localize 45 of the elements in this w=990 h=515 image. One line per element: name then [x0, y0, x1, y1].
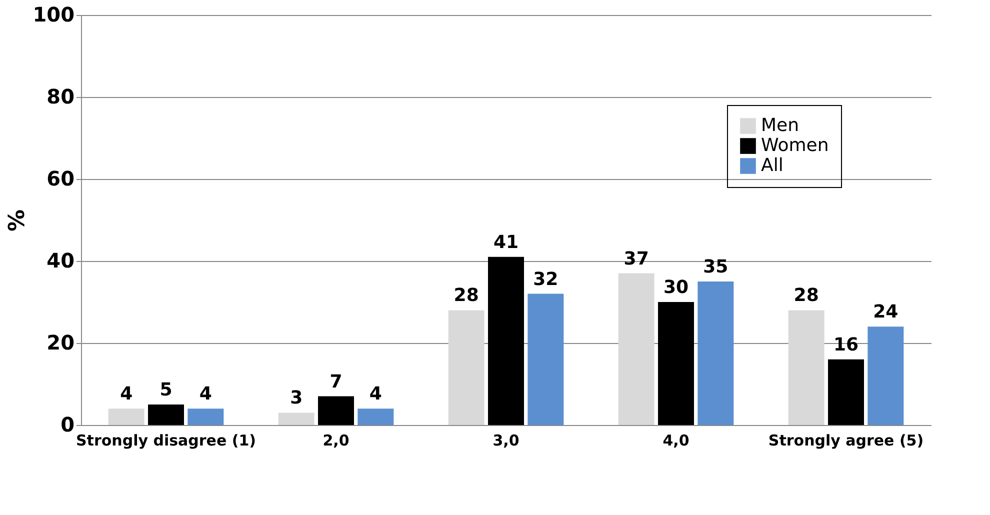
data-label: 24 — [873, 302, 898, 323]
y-tick-label: 0 — [60, 412, 74, 436]
y-tick-label: 40 — [46, 248, 74, 272]
bar — [618, 273, 654, 425]
bar — [528, 294, 564, 425]
bar — [488, 256, 524, 425]
legend-label: Men — [761, 115, 800, 136]
legend-label: All — [761, 155, 784, 176]
y-tick-label: 20 — [46, 330, 74, 354]
bar — [788, 310, 824, 425]
x-tick-label: 3,0 — [492, 432, 520, 450]
x-tick-label: Strongly disagree (1) — [76, 432, 256, 450]
legend-label: Women — [761, 135, 829, 156]
data-label: 30 — [663, 277, 689, 298]
bar — [318, 396, 354, 425]
bar — [868, 326, 904, 425]
data-label: 5 — [160, 380, 172, 400]
bar — [698, 282, 734, 425]
y-axis-title: % — [4, 209, 30, 232]
y-tick-label: 100 — [32, 2, 74, 26]
data-label: 32 — [533, 268, 558, 290]
bar — [358, 408, 394, 425]
data-label: 4 — [369, 384, 382, 405]
x-tick-label: 2,0 — [322, 432, 350, 450]
data-label: 7 — [330, 371, 342, 392]
bar — [448, 310, 484, 425]
data-label: 3 — [290, 388, 303, 409]
bar — [828, 359, 864, 425]
bar — [278, 412, 314, 425]
data-label: 28 — [454, 285, 479, 306]
data-label: 28 — [794, 285, 819, 306]
bar — [658, 302, 694, 425]
data-label: 4 — [199, 384, 212, 405]
data-label: 37 — [624, 248, 649, 270]
x-tick-label: Strongly agree (5) — [768, 432, 924, 450]
data-label: 41 — [493, 232, 519, 253]
y-tick-label: 60 — [46, 166, 74, 190]
bar — [188, 408, 224, 425]
y-tick-label: 80 — [46, 84, 74, 108]
data-label: 4 — [120, 384, 133, 405]
x-tick-label: 4,0 — [662, 432, 690, 450]
data-label: 35 — [703, 256, 728, 278]
bar — [148, 404, 184, 425]
data-label: 16 — [833, 334, 859, 356]
bar — [108, 408, 144, 425]
